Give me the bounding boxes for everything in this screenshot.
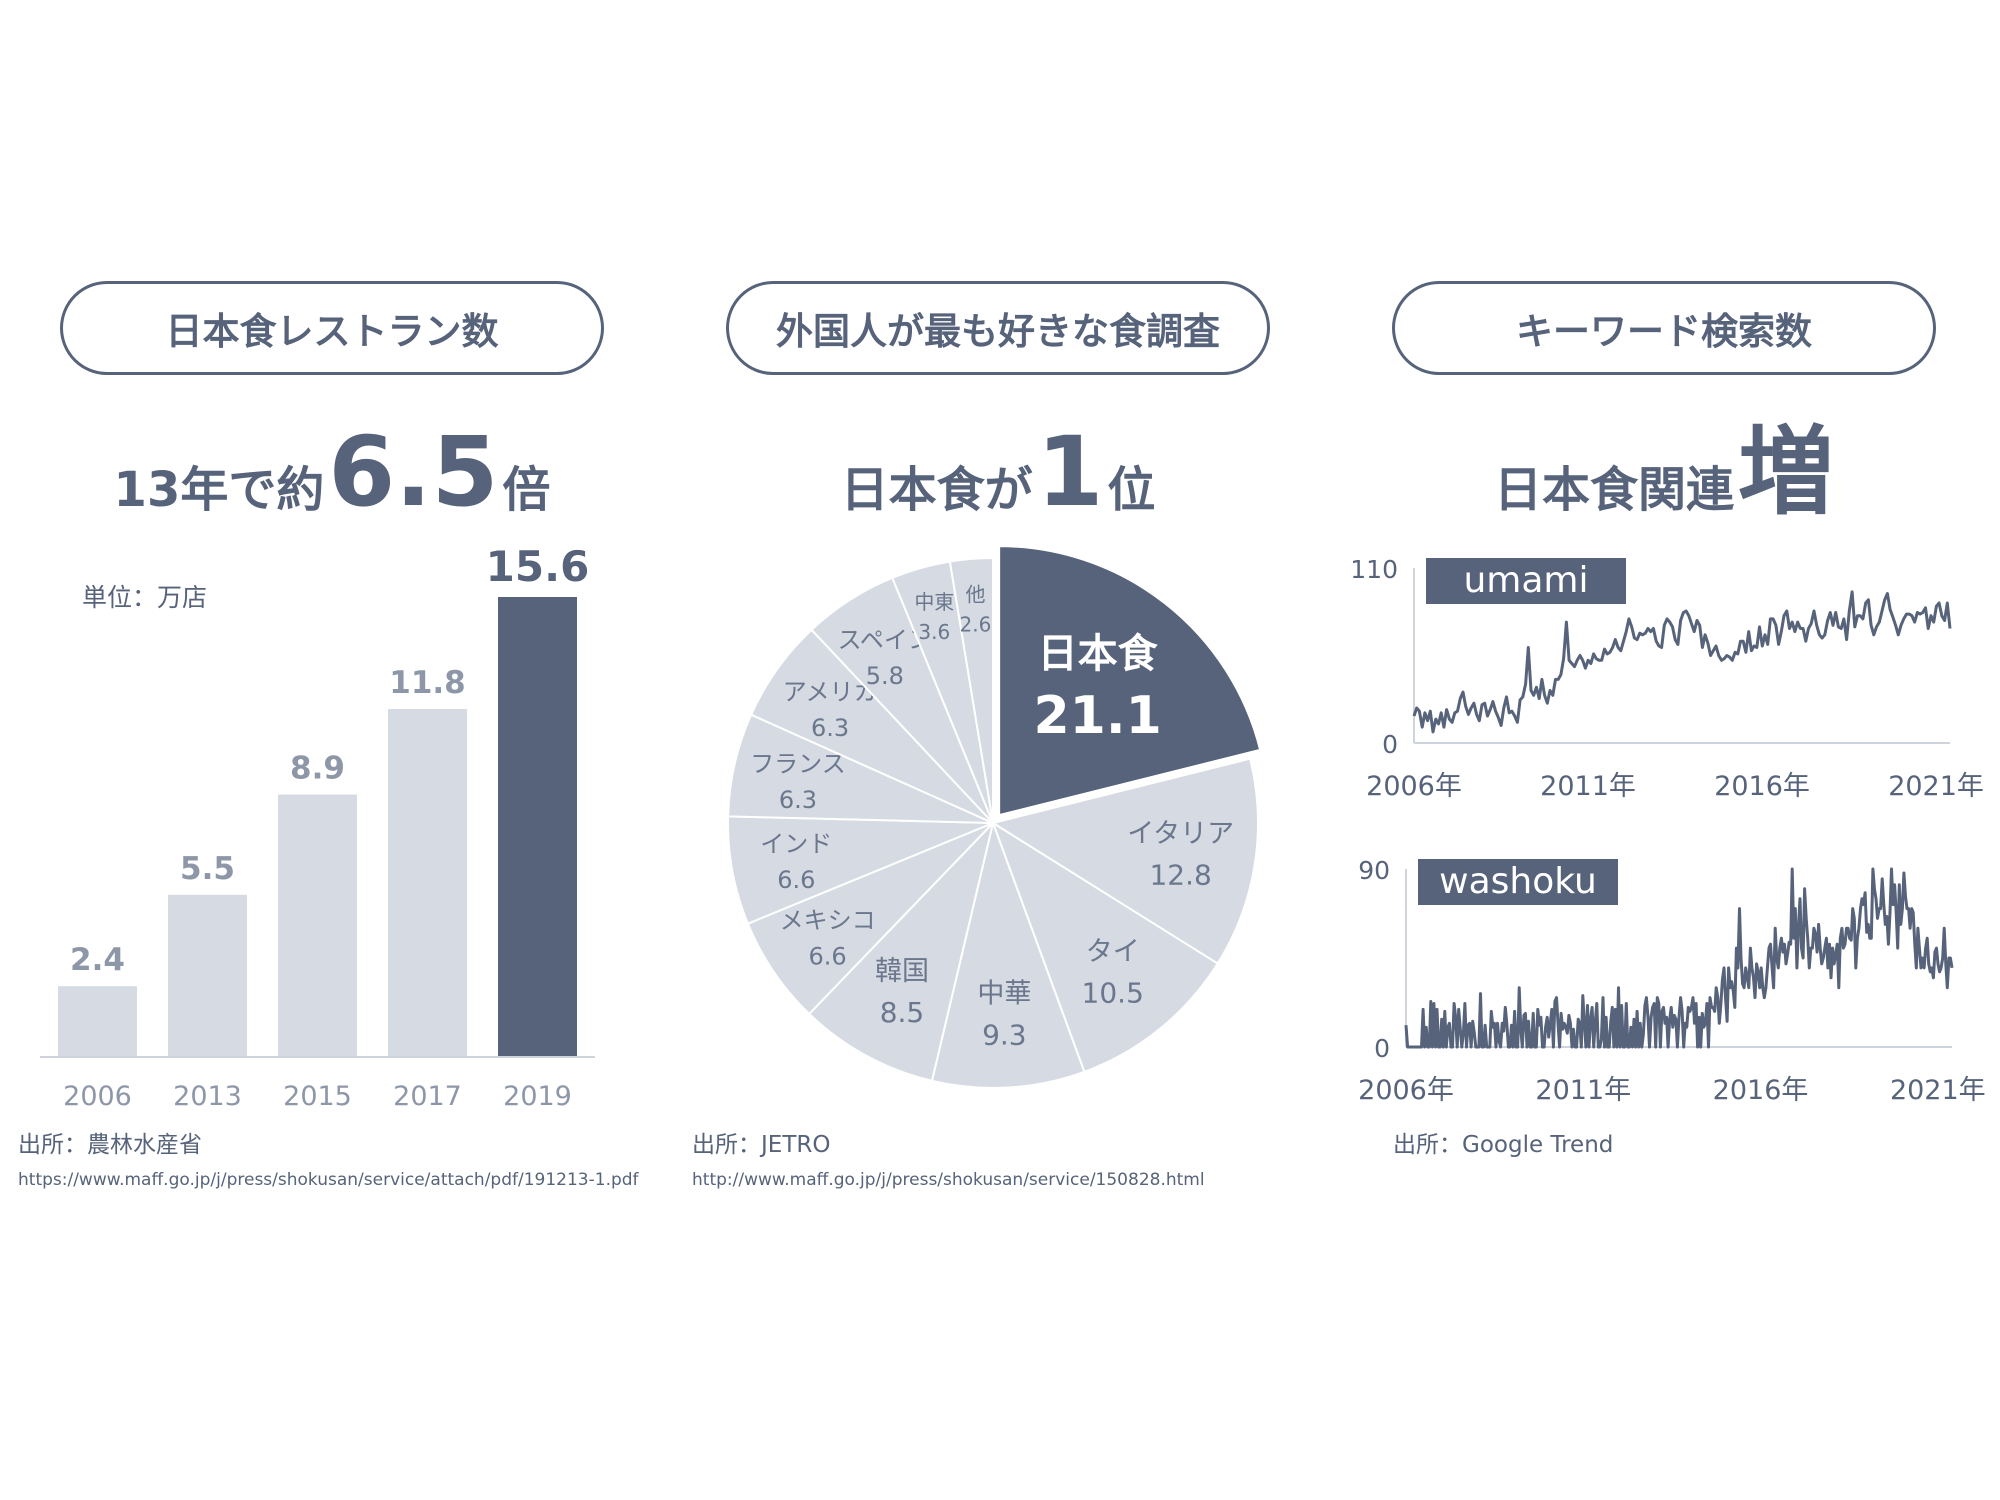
pie-slice-name: 日本食 [1038,631,1159,677]
x-tick-label: 2011年 [1540,771,1636,802]
x-tick-label: 2006 [63,1081,132,1112]
headline-ranking: 日本食が 1 位 [718,400,1278,520]
x-tick-label: 2015 [283,1081,352,1112]
bar-2015 [278,794,357,1057]
pie-slice-value: 3.6 [918,620,950,644]
pie-slice-name: 韓国 [875,956,929,987]
pill-keyword-search: キーワード検索数 [1392,281,1936,375]
pie-slice-value: 6.6 [777,866,815,894]
headline-big: 6.5 [328,416,499,528]
series-line-umami [1412,590,1952,734]
headline-restaurants: 13年で約 6.5 倍 [52,400,612,520]
pie-slice-value: 10.5 [1082,977,1144,1010]
x-tick-label: 2016年 [1713,1075,1809,1106]
x-tick-label: 2021年 [1888,771,1984,802]
x-tick-label: 2006年 [1366,771,1462,802]
pie-slice-日本食 [998,545,1262,817]
pie-slice-中華 [930,819,1086,1089]
series-name-badge [1418,859,1618,905]
pie-slice-タイ [991,820,1220,1074]
source-search: 出所：Google Trend [1393,1132,1614,1158]
pie-slice-インド [727,815,994,925]
x-tick-label: 2019 [503,1081,572,1112]
x-tick-label: 2013 [173,1081,242,1112]
source-restaurants: 出所：農林水産省 [18,1132,202,1158]
x-tick-label: 2021年 [1890,1075,1986,1106]
pie-slice-name: イタリア [1127,819,1234,850]
pie-slice-value: 6.6 [808,942,846,970]
bar-2017 [388,709,467,1057]
headline-post: 倍 [502,462,551,518]
y-tick-label: 0 [1374,1034,1390,1063]
bar-value-label: 8.9 [290,751,345,787]
bar-value-label: 5.5 [180,851,235,887]
headline-search: 日本食関連増 [1386,400,1946,520]
y-tick-label: 110 [1350,555,1398,584]
bar-value-label: 2.4 [70,942,125,978]
pie-slice-name: 他 [965,583,985,607]
x-tick-label: 2016年 [1714,771,1810,802]
series-line-washoku [1404,867,1954,1049]
pie-slice-name: フランス [750,750,846,778]
bar-2019 [498,597,577,1057]
line-chart-umami: 110 0 umami 2006年 2011年 2016年 2021年 [1350,555,1984,802]
source-url-survey[interactable]: http://www.maff.go.jp/j/press/shokusan/s… [692,1170,1205,1190]
headline-pre: 日本食が [840,462,1033,518]
pie-slice-value: 9.3 [982,1019,1027,1052]
pie-slice-name: タイ [1086,937,1140,968]
series-name-label: umami [1463,560,1588,601]
pill-restaurant-count: 日本食レストラン数 [60,281,604,375]
pie-slice-value: 6.3 [811,714,849,742]
pie-slice-name: 中東 [914,590,954,614]
bar-2006 [58,986,137,1057]
bar-2013 [168,894,247,1057]
y-tick-label: 90 [1358,856,1390,885]
source-url-restaurants[interactable]: https://www.maff.go.jp/j/press/shokusan/… [18,1170,639,1190]
x-tick-label: 2017 [393,1081,462,1112]
series-name-badge [1426,558,1626,604]
headline-big: 1 [1036,416,1104,528]
pie-slice-value: 8.5 [880,996,925,1029]
headline-big: 増 [1738,416,1834,528]
pie-slice-韓国 [807,819,995,1083]
pie-slice-メキシコ [746,822,994,1016]
pill-favorite-food-survey: 外国人が最も好きな食調査 [726,281,1270,375]
bar-value-label: 15.6 [486,542,590,591]
headline-pre: 日本食関連 [1493,462,1734,518]
pie-slice-value: 5.8 [866,662,904,690]
x-tick-label: 2011年 [1535,1075,1631,1106]
source-survey: 出所：JETRO [692,1132,831,1158]
pie-slice-value: 2.6 [960,613,992,637]
pie-slice-他 [948,556,994,824]
bar-chart-restaurants: 単位：万店 2.4 2006 5.5 2013 8.9 2015 11.8 2017 15.6 20… [40,542,595,1112]
pie-slice-name: インド [760,830,832,858]
pie-slice-イタリア [990,757,1259,965]
unit-label: 単位：万店 [82,583,207,612]
bar-value-label: 11.8 [389,665,466,701]
y-tick-label: 0 [1382,730,1398,759]
pie-slice-name: 中華 [977,979,1031,1010]
headline-post: 位 [1107,462,1156,518]
line-chart-washoku: 90 0 washoku 2006年 2011年 2016年 2021年 [1358,856,1986,1106]
series-name-label: washoku [1439,861,1597,902]
pie-slice-name: メキシコ [780,906,876,934]
headline-pre: 13年で約 [113,462,325,518]
pie-slice-value: 6.3 [779,786,817,814]
pie-chart-favorite-food: 日本食 21.1 イタリア 12.8 タイ 10.5 中華 9.3 韓国 8.5 メキシコ 6.6 イン… [727,545,1262,1089]
pie-slice-value: 12.8 [1149,859,1211,892]
x-tick-label: 2006年 [1358,1075,1454,1106]
pie-slice-value: 21.1 [1033,686,1161,746]
